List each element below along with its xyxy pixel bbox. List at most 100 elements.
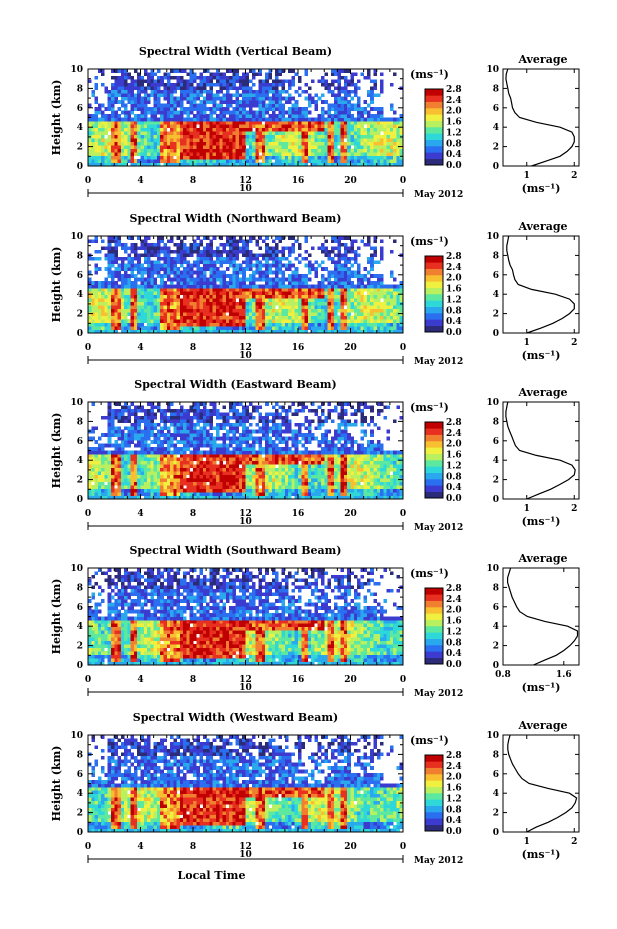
heatmap-cell (393, 308, 397, 313)
heatmap-cell (110, 481, 115, 486)
heatmap-cell (288, 141, 292, 146)
heatmap-cell (189, 159, 194, 163)
heatmap-cell (307, 134, 312, 139)
heatmap-cell (140, 246, 145, 251)
heatmap-cell (153, 326, 158, 330)
heatmap-cell (393, 305, 397, 310)
heatmap-cell (350, 242, 355, 247)
heatmap-cell (327, 270, 332, 275)
heatmap-cell (193, 162, 197, 167)
heatmap-cell (127, 298, 131, 303)
heatmap-cell (307, 277, 312, 282)
heatmap-cell (183, 107, 187, 111)
heatmap-cell (271, 145, 276, 149)
heatmap-cell (133, 253, 138, 258)
heatmap-cell (156, 260, 161, 265)
heatmap-cell (311, 127, 315, 132)
heatmap-cell (130, 460, 135, 465)
heatmap-cell (334, 124, 338, 129)
heatmap-cell (340, 284, 345, 289)
heatmap-cell (117, 485, 122, 489)
heatmap-cell (120, 495, 125, 500)
heatmap-cell (324, 287, 328, 292)
heatmap-cell (330, 131, 335, 136)
heatmap-cell (140, 253, 145, 258)
heatmap-cell (366, 305, 371, 310)
heatmap-cell (219, 159, 223, 163)
heatmap-cell (258, 253, 263, 258)
heatmap-cell (304, 152, 309, 156)
heatmap-cell (140, 319, 145, 323)
heatmap-cell (206, 242, 210, 247)
heatmap-cell (294, 329, 299, 334)
heatmap-cell (150, 270, 154, 275)
heatmap-cell (117, 450, 122, 455)
heatmap-cell (337, 127, 341, 132)
heatmap-cell (166, 260, 171, 265)
colorbar-swatch (425, 262, 443, 269)
heatmap-cell (110, 408, 115, 413)
heatmap-cell (212, 277, 217, 282)
heatmap-cell (189, 322, 194, 327)
heatmap-cell (298, 114, 302, 118)
heatmap-cell (186, 117, 191, 122)
heatmap-cell (147, 107, 151, 111)
heatmap-cell (389, 298, 394, 303)
heatmap-cell (229, 141, 233, 146)
heatmap-cell (176, 312, 181, 316)
heatmap-cell (124, 155, 128, 160)
heatmap-cell (140, 270, 145, 275)
heatmap-cell (127, 256, 131, 261)
heatmap-cell (97, 107, 102, 111)
heatmap-cell (314, 148, 318, 153)
heatmap-cell (110, 419, 115, 424)
heatmap-cell (130, 322, 135, 327)
heatmap-cell (396, 326, 401, 330)
heatmap-cell (235, 312, 240, 316)
heatmap-cell (288, 305, 292, 310)
heatmap-cell (255, 141, 259, 146)
heatmap-cell (363, 110, 368, 115)
heatmap-cell (176, 120, 181, 125)
heatmap-cell (252, 114, 256, 118)
heatmap-cell (120, 100, 125, 104)
heatmap-cell (389, 141, 394, 146)
heatmap-cell (350, 256, 355, 261)
heatmap-cell (255, 114, 259, 118)
heatmap-cell (124, 277, 128, 282)
heatmap-cell (209, 263, 213, 268)
heatmap-cell (153, 86, 158, 91)
heatmap-cell (337, 159, 341, 163)
heatmap-cell (215, 131, 220, 136)
heatmap-cell (202, 294, 207, 299)
heatmap-cell (347, 82, 351, 87)
heatmap-cell (137, 329, 141, 334)
heatmap-cell (189, 274, 194, 278)
heatmap-cell (238, 86, 243, 91)
heatmap-cell (399, 155, 404, 160)
heatmap-cell (229, 322, 233, 327)
heatmap-cell (235, 134, 240, 139)
y-tick-label: 6 (77, 271, 83, 281)
colorbar-unit: (ms⁻¹) (410, 68, 449, 81)
heatmap-cell (163, 281, 168, 285)
heatmap-cell (291, 312, 296, 316)
heatmap-cell (94, 326, 99, 330)
heatmap-cell (265, 249, 269, 254)
heatmap-cell (173, 274, 177, 278)
heatmap-cell (304, 294, 309, 299)
heatmap-cell (229, 148, 233, 153)
heatmap-cell (193, 79, 197, 84)
heatmap-cell (183, 267, 187, 271)
heatmap-cell (114, 253, 118, 258)
heatmap-cell (245, 75, 250, 80)
heatmap-cell (248, 159, 253, 163)
heatmap-cell (288, 145, 292, 149)
heatmap-cell (166, 312, 171, 316)
heatmap-cell (225, 145, 230, 149)
heatmap-cell (330, 298, 335, 303)
heatmap-cell (130, 281, 135, 285)
heatmap-cell (376, 114, 381, 118)
heatmap-cell (120, 124, 125, 129)
heatmap-cell (117, 467, 122, 472)
